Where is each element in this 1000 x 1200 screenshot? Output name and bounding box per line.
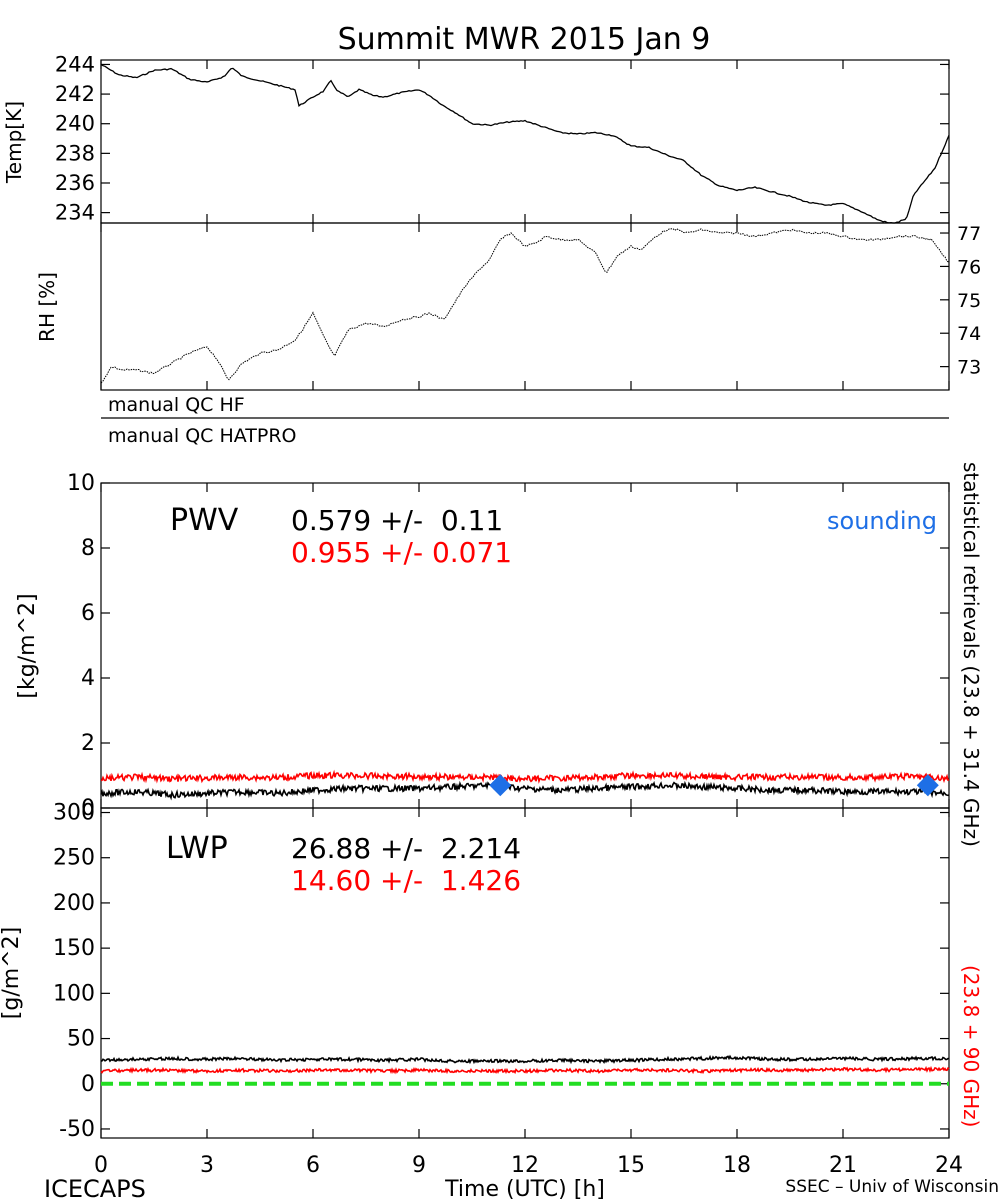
lwp-ytick-label: 250 xyxy=(53,846,95,871)
lwp-ytick-label: 0 xyxy=(81,1072,95,1097)
temperature-panel: Temp[K] xyxy=(2,59,950,224)
temperature-ytick-label: 234 xyxy=(55,201,95,225)
x-tick-label: 18 xyxy=(723,1153,751,1178)
rh-ytick-label: 77 xyxy=(957,223,981,245)
lwp-ytick-label: 300 xyxy=(53,801,95,826)
x-axis-title: Time (UTC) [h] xyxy=(444,1177,605,1200)
rh-ytick-label: 76 xyxy=(957,256,981,278)
pwv-black-stat: 0.579 +/- 0.11 xyxy=(291,504,503,537)
x-tick-label: 24 xyxy=(935,1153,963,1178)
x-tick-label: 3 xyxy=(200,1153,214,1178)
x-tick-label: 15 xyxy=(617,1153,645,1178)
x-tick-label: 6 xyxy=(306,1153,320,1178)
lwp-label: LWP xyxy=(166,831,228,866)
x-tick-label: 21 xyxy=(829,1153,857,1178)
pwv-red-stat: 0.955 +/- 0.071 xyxy=(291,536,512,569)
sounding-legend: sounding xyxy=(827,507,937,535)
rh-panel: RH [%] xyxy=(35,222,950,391)
rh-ylabel: RH [%] xyxy=(35,272,59,342)
lwp-ylabel: [g/m^2] xyxy=(0,927,24,1019)
pwv-ytick-label: 2 xyxy=(81,731,95,756)
x-tick-label: 9 xyxy=(412,1153,426,1178)
rh-ytick-label: 73 xyxy=(957,357,981,379)
temperature-ytick-label: 242 xyxy=(55,82,95,106)
sounding-marker xyxy=(489,774,512,797)
temperature-ytick-label: 238 xyxy=(55,141,95,165)
x-tick-label: 12 xyxy=(511,1153,539,1178)
pwv-label: PWV xyxy=(170,503,239,538)
lwp-ytick-label: -50 xyxy=(59,1117,95,1142)
pwv-ylabel: [kg/m^2] xyxy=(15,593,40,698)
sounding-marker xyxy=(916,774,939,797)
rh-frame xyxy=(100,222,950,391)
retrieval-label-red: (23.8 + 90 GHz) xyxy=(959,965,983,1127)
pwv-ytick-label: 4 xyxy=(81,666,95,691)
temperature-series-0 xyxy=(100,63,950,224)
retrieval-label-black: statistical retrievals (23.8 + 31.4 GHz) xyxy=(959,462,983,847)
lwp-ytick-label: 50 xyxy=(67,1027,95,1052)
qc-hf-label: manual QC HF xyxy=(108,394,245,416)
pwv-panel: [kg/m^2] PWV 0.579 +/- 0.11 0.955 +/- 0.… xyxy=(15,482,950,809)
pwv-ytick-label: 6 xyxy=(81,601,95,626)
rh-series-0 xyxy=(100,228,950,384)
temperature-ytick-label: 236 xyxy=(55,171,95,195)
pwv-ytick-label: 10 xyxy=(67,471,95,496)
footer-icecaps: ICECAPS xyxy=(44,1175,146,1200)
chart-title: Summit MWR 2015 Jan 9 xyxy=(338,22,711,57)
lwp-frame xyxy=(100,807,950,1139)
lwp-ytick-label: 200 xyxy=(53,891,95,916)
lwp-ytick-label: 100 xyxy=(53,981,95,1006)
lwp-series-0 xyxy=(100,1054,949,1065)
lwp-series-1 xyxy=(100,1065,950,1075)
qc-strips: manual QC HF manual QC HATPRO xyxy=(101,394,949,447)
temperature-ytick-label: 244 xyxy=(55,52,95,76)
pwv-series-0 xyxy=(100,780,950,801)
pwv-ytick-label: 8 xyxy=(81,536,95,561)
x-tick-label: 0 xyxy=(94,1153,108,1178)
temperature-ylabel: Temp[K] xyxy=(2,101,26,184)
rh-ytick-label: 74 xyxy=(957,323,981,345)
temperature-ytick-label: 240 xyxy=(55,112,95,136)
lwp-black-stat: 26.88 +/- 2.214 xyxy=(291,832,521,865)
lwp-ytick-label: 150 xyxy=(53,936,95,961)
pwv-series-1 xyxy=(100,769,950,784)
rh-ytick-label: 75 xyxy=(957,290,981,312)
temperature-frame xyxy=(100,59,950,224)
lwp-red-stat: 14.60 +/- 1.426 xyxy=(291,864,521,897)
footer-ssec: SSEC – Univ of Wisconsin xyxy=(785,1177,999,1197)
qc-hatpro-label: manual QC HATPRO xyxy=(108,425,297,447)
lwp-panel: [g/m^2] LWP 26.88 +/- 2.214 14.60 +/- 1.… xyxy=(0,807,950,1139)
pwv-ytick-label: 0 xyxy=(81,796,95,821)
